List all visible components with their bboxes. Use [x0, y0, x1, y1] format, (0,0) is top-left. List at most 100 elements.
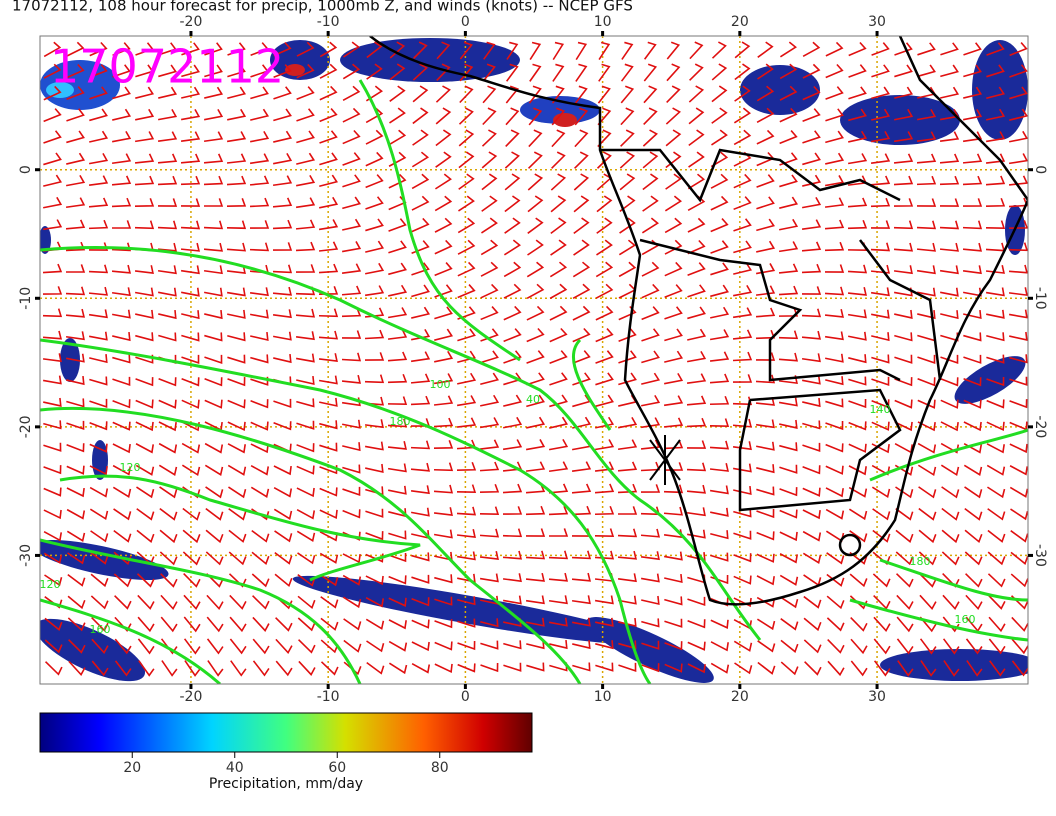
wind-barb [273, 508, 293, 520]
wind-barb [987, 486, 1006, 499]
wind-barb [43, 487, 62, 497]
wind-barb [66, 174, 86, 187]
wind-barb [342, 107, 361, 123]
wind-barb [848, 331, 867, 341]
wind-barb [596, 217, 613, 234]
wind-barb [825, 398, 844, 408]
wind-barb [206, 638, 224, 655]
wind-barb [664, 663, 683, 673]
wind-barb [205, 486, 224, 499]
wind-barb [503, 239, 521, 256]
wind-barb [525, 550, 546, 560]
axes: -20 -20 -10 -10 0 0 10 10 20 20 30 30 -30 -30 -20 -20 -1… [18, 14, 1048, 705]
wind-barb [549, 305, 568, 321]
wind-barb [227, 354, 246, 364]
wind-barb [573, 217, 590, 235]
wind-barb [618, 595, 637, 605]
wind-barb [181, 464, 201, 477]
wind-barb [943, 660, 960, 677]
wind-barb [755, 396, 775, 406]
wind-barb [802, 398, 821, 408]
wind-barb [780, 661, 799, 676]
wind-barb [457, 350, 476, 364]
wind-barb [160, 594, 178, 611]
wind-barb [641, 350, 660, 364]
wind-barb [778, 308, 799, 317]
wind-barb [229, 594, 247, 610]
wind-barb [574, 151, 589, 169]
wind-barb [296, 130, 315, 144]
wind-barb [411, 507, 430, 517]
wind-barb [65, 264, 86, 273]
wind-barb [44, 661, 63, 676]
wind-barb [204, 354, 223, 364]
wind-barb [709, 440, 730, 450]
wind-barb [917, 442, 937, 454]
wind-barb [963, 464, 983, 476]
wind-barb [43, 63, 62, 79]
wind-barb [941, 529, 960, 544]
wind-barb [548, 483, 569, 494]
wind-barb [90, 595, 109, 610]
wind-barb [965, 594, 983, 610]
wind-barb [525, 595, 545, 605]
wind-barb [871, 309, 890, 319]
wind-barb [226, 220, 247, 230]
wind-barb [342, 129, 361, 145]
wind-barb [801, 308, 822, 318]
wind-barb [894, 399, 913, 409]
wind-barb [228, 508, 247, 521]
wind-barb [135, 464, 155, 476]
wind-barb [709, 485, 729, 495]
wind-barb [250, 331, 269, 342]
wind-barb [411, 574, 430, 584]
wind-barb [433, 484, 454, 494]
wind-barb [871, 86, 890, 100]
wind-barb [664, 195, 682, 212]
wind-barb [456, 417, 477, 428]
wind-barb [571, 595, 591, 605]
wind-barb [180, 131, 201, 142]
wind-barb [1009, 399, 1028, 409]
wind-barb [827, 639, 845, 654]
wind-barb [894, 86, 914, 99]
wind-barb [572, 640, 591, 650]
wind-barb [1008, 153, 1028, 165]
wind-barb [641, 283, 660, 299]
wind-barb [137, 638, 155, 655]
wind-barb [595, 372, 614, 386]
wind-barb [67, 552, 86, 565]
wind-barb [341, 307, 362, 318]
wind-barb [897, 660, 914, 677]
wind-barb [779, 574, 799, 586]
wind-barb [134, 175, 155, 186]
wind-barb [710, 507, 729, 517]
wind-barb [688, 107, 705, 125]
wind-barb [343, 618, 362, 631]
wind-barb [252, 660, 270, 677]
wind-barb [138, 660, 155, 677]
wind-barb [939, 242, 959, 252]
wind-barb [388, 173, 407, 189]
wind-barb [342, 596, 362, 609]
wind-barb [272, 197, 293, 208]
wind-barb [896, 638, 914, 655]
wind-barb [206, 594, 224, 611]
wind-barb [388, 129, 407, 146]
y-tick-label: -30 [18, 544, 34, 567]
wind-barb [710, 173, 729, 189]
wind-barb [734, 85, 751, 102]
wind-barb [801, 263, 822, 274]
wind-barb [68, 660, 86, 677]
wind-barb [917, 421, 936, 432]
wind-barb [227, 42, 246, 56]
wind-barb [618, 239, 637, 256]
wind-barb [779, 419, 798, 429]
wind-barb [824, 241, 845, 252]
wind-barb [365, 85, 383, 102]
wind-barb [893, 265, 913, 275]
wind-barb [893, 175, 914, 186]
wind-barb [916, 220, 937, 230]
wind-barb [204, 377, 223, 387]
wind-barb [226, 153, 247, 164]
